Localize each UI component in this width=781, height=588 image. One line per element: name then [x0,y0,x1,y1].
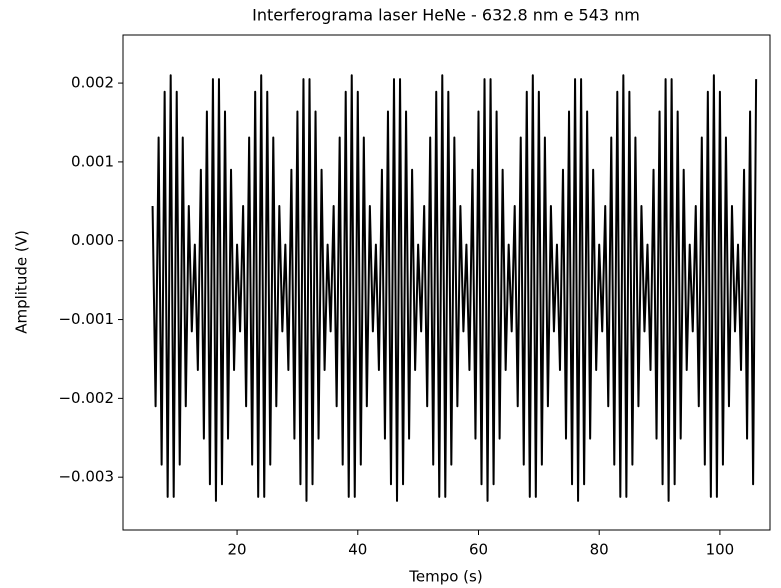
x-tick-label: 100 [706,541,735,559]
y-tick-label: 0.002 [71,74,114,92]
y-tick-label: −0.002 [58,389,114,407]
y-tick-label: 0.000 [71,231,114,249]
chart-title: Interferograma laser HeNe - 632.8 nm e 5… [252,6,640,25]
x-tick-label: 80 [590,541,609,559]
y-tick-label: −0.001 [58,310,114,328]
y-tick-label: −0.003 [58,468,114,486]
y-tick-label: 0.001 [71,152,114,170]
y-axis-label: Amplitude (V) [13,230,31,334]
x-axis-label: Tempo (s) [408,568,482,586]
x-tick-label: 40 [348,541,367,559]
x-tick-label: 60 [469,541,488,559]
plot-frame [122,34,771,531]
data-line [151,74,758,502]
x-tick-label: 20 [228,541,247,559]
